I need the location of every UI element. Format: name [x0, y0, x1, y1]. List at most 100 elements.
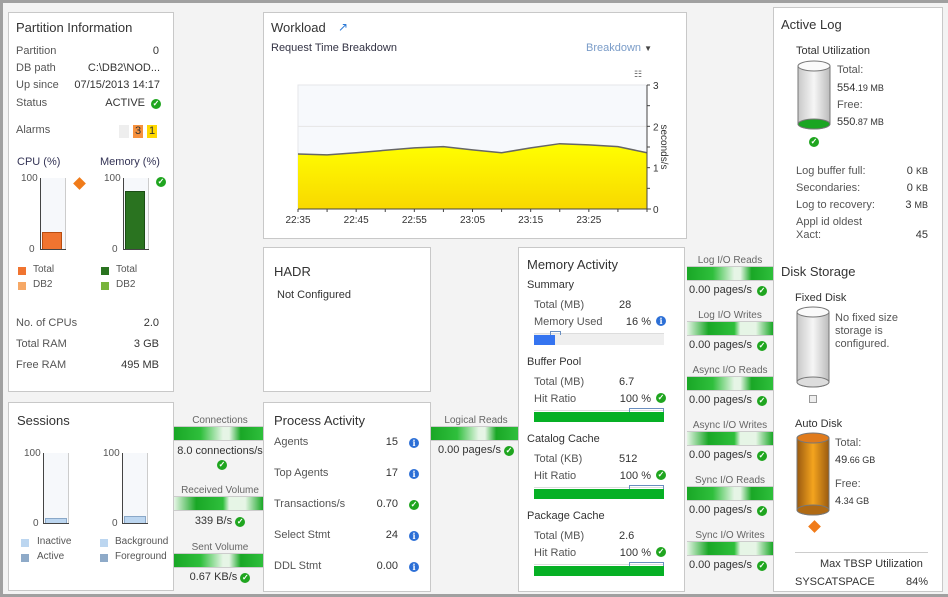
process-row-label: Top Agents [274, 467, 329, 479]
auto-free-label: Free: [835, 478, 861, 490]
ok-icon: ✓ [757, 396, 767, 406]
external-link-icon[interactable]: ↗ [338, 20, 349, 34]
info-icon[interactable]: i [409, 469, 419, 479]
received-volume-label: Received Volume [181, 485, 259, 496]
breakdown-dropdown[interactable]: Breakdown ▼ [586, 42, 652, 54]
x-tick-label: 22:55 [402, 215, 427, 226]
log-to-recovery-label: Log to recovery: [796, 199, 875, 211]
process-row-value: 0.00 [376, 560, 398, 572]
io-value: 0.00 pages/s ✓ [689, 394, 769, 406]
process-activity-panel: Process Activity Agents 15 i Top Agents 17 i T… [263, 402, 431, 592]
value-unit: .87 MB [855, 117, 884, 127]
legend-foreground: Foreground [115, 551, 167, 562]
x-tick-label: 23:25 [576, 215, 601, 226]
memory-title: Memory (%) [100, 156, 160, 168]
memory-baseline [123, 249, 149, 250]
ok-icon: ✓ [656, 393, 666, 403]
log-free-label: Free: [837, 99, 863, 111]
sessions-active-gauge [43, 453, 69, 524]
process-row-value: 0.70 [376, 498, 398, 510]
disk-storage-title: Disk Storage [781, 264, 856, 279]
info-icon[interactable]: i [409, 438, 419, 448]
value-int: 49 [835, 454, 848, 466]
sent-volume-value: 0.67 KB/s ✓ [174, 571, 266, 583]
xact-label: Xact: [796, 229, 822, 241]
legend-mem-total: Total [116, 264, 138, 275]
active-log-panel: Active Log Total Utilization ✓ Total: 55… [773, 7, 943, 592]
info-icon[interactable]: i [656, 316, 666, 326]
y-tick-label: 1 [653, 164, 659, 175]
unit: MB [914, 200, 929, 210]
ok-icon: ✓ [757, 341, 767, 351]
appl-id-label: Appl id oldest [796, 216, 863, 228]
buffer-ratio-label: Hit Ratio [534, 393, 577, 405]
log-free-value: 550.87 MB [837, 116, 884, 128]
connections-label: Connections [192, 415, 248, 426]
db-path-value: C:\DB2\NOD... [87, 62, 160, 74]
alarm-empty-badge[interactable] [119, 125, 129, 138]
legend-swatch-cpu-total [18, 267, 26, 275]
alarm-orange-badge[interactable]: 3 [133, 125, 143, 138]
value-text: 0.00 pages/s [689, 339, 752, 351]
workload-panel: Workload ↗ Request Time Breakdown Breakd… [263, 12, 687, 239]
received-volume-flow-bar [174, 496, 263, 511]
y-tick-label: 0 [653, 205, 659, 216]
axis [43, 453, 44, 524]
connections-value: 8.0 connections/s [177, 445, 263, 457]
ok-icon: ✓ [656, 547, 666, 557]
chevron-down-icon: ▼ [644, 44, 653, 53]
legend-active: Active [37, 551, 65, 562]
info-icon[interactable]: i [409, 531, 419, 541]
ok-icon: ✓ [504, 446, 515, 456]
ok-icon: ✓ [757, 506, 767, 516]
value-text: 0.00 pages/s [689, 284, 752, 296]
x-tick-label: 22:35 [285, 215, 310, 226]
divider [795, 552, 928, 553]
partition-panel: Partition Information Partition 0 DB pat… [8, 12, 174, 392]
tbsp-value: 84% [905, 576, 928, 588]
sessions-panel: Sessions 100 0 100 0 Inactive Active Bac… [8, 402, 174, 591]
value: 3 [905, 199, 912, 211]
y-tick-label: 3 [653, 81, 659, 92]
cpu-axis [40, 178, 41, 250]
legend-swatch-cpu-db2 [18, 282, 26, 290]
process-row-label: Agents [274, 436, 309, 448]
warning-icon [73, 177, 86, 190]
value-text: 0.00 pages/s [689, 394, 752, 406]
logical-reads-value: 0.00 pages/s ✓ [431, 444, 521, 456]
io-value: 0.00 pages/s ✓ [689, 284, 769, 296]
summary-total-value: 28 [619, 299, 632, 311]
io-label: Async I/O Writes [692, 420, 768, 431]
ok-icon: ✓ [757, 286, 767, 296]
total-utilization-title: Total Utilization [796, 45, 870, 57]
info-icon[interactable]: i [409, 562, 419, 572]
buffer-title: Buffer Pool [527, 356, 582, 368]
catalog-threshold-marker [629, 485, 664, 489]
tick-0: 0 [33, 518, 39, 529]
value-unit: .19 MB [855, 83, 884, 93]
io-flow-bar [687, 486, 773, 501]
x-tick-label: 22:45 [344, 215, 369, 226]
ok-icon: ✓ [217, 460, 227, 470]
io-flow-bar [687, 541, 773, 556]
axis [122, 453, 123, 524]
tick-0: 0 [112, 518, 118, 529]
buffer-bar-fill [534, 412, 664, 422]
up-since-value: 07/15/2013 14:17 [74, 79, 160, 91]
chart-menu-icon[interactable]: ☷ [634, 69, 643, 79]
baseline [43, 523, 69, 524]
value-int: 550 [837, 116, 856, 128]
log-buffer-full-value: 0 KB [907, 165, 928, 177]
baseline [122, 523, 148, 524]
catalog-ratio-value: 100 % [619, 470, 651, 482]
alarm-yellow-badge[interactable]: 1 [147, 125, 157, 138]
workload-chart: 22:35 22:45 22:55 23:05 23:15 23:25 0 1 2 3 second… [285, 81, 669, 226]
log-to-recovery-value: 3 MB [905, 199, 928, 211]
legend-swatch-background [100, 539, 108, 547]
summary-bar-fill [534, 335, 555, 345]
legend-inactive: Inactive [37, 536, 72, 547]
value-text: 0.00 pages/s [689, 559, 752, 571]
summary-ratio-label: Memory Used [534, 316, 603, 328]
auto-total-value: 49.66 GB [835, 454, 875, 466]
memory-fill [125, 190, 145, 250]
